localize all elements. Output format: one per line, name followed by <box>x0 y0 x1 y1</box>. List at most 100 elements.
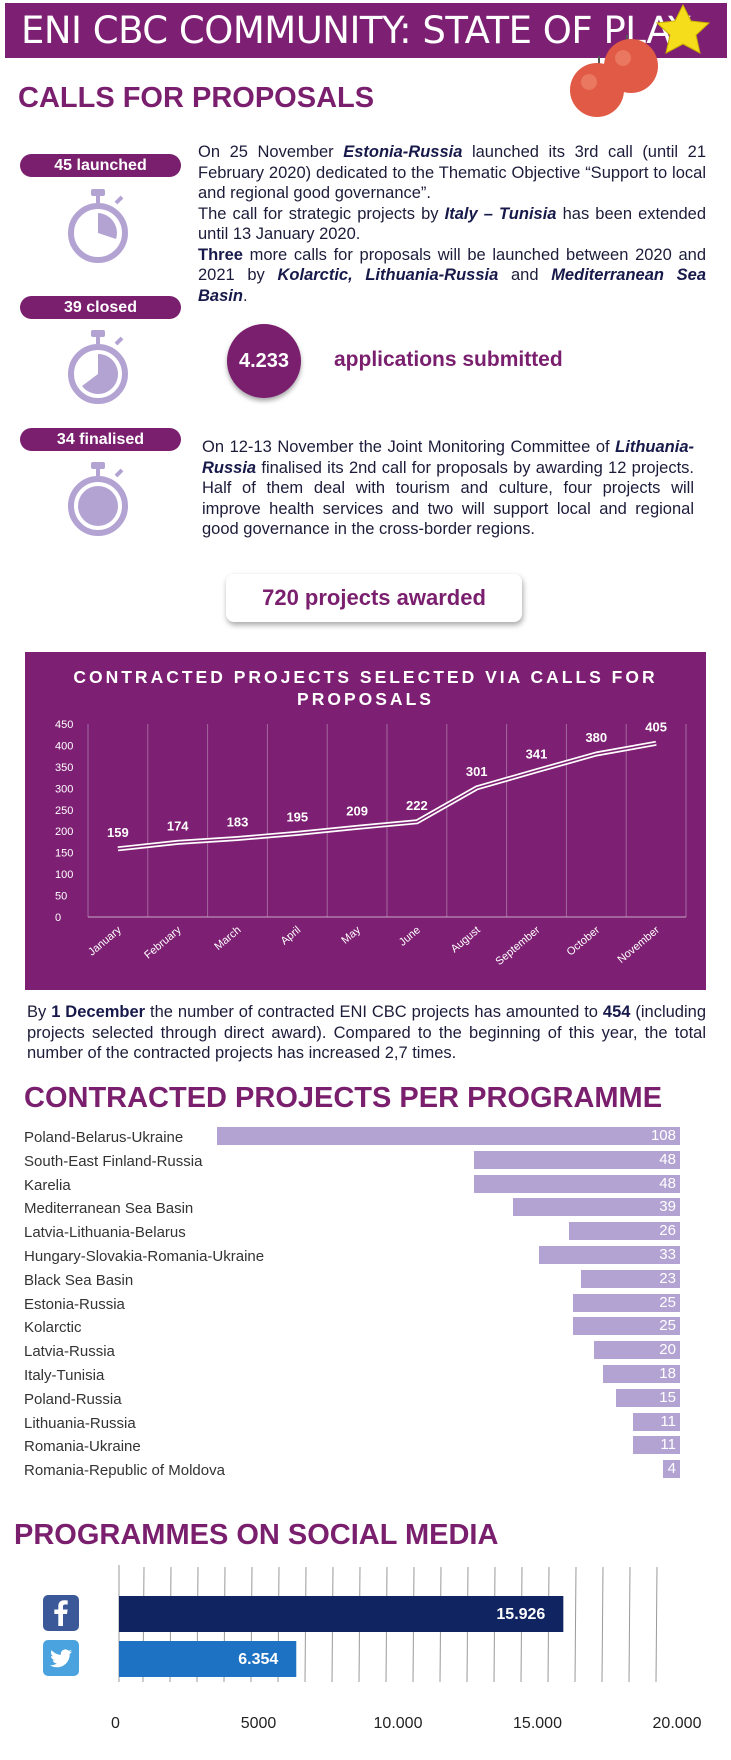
programme-name: Estonia-Russia <box>343 143 463 161</box>
programme-bar: 25 <box>572 1317 680 1336</box>
contracted-paragraph: By 1 December the number of contracted E… <box>27 1002 706 1064</box>
text-run: The call for strategic projects by <box>198 204 445 223</box>
x-tick-label: 20.000 <box>653 1715 702 1732</box>
programme-bar: 11 <box>632 1412 680 1431</box>
programme-label: Kolarctic <box>24 1319 82 1337</box>
text-run: (including projects selected through dir… <box>27 1003 706 1062</box>
star-icon <box>655 3 711 54</box>
emphasis-text: 454 <box>602 1003 631 1021</box>
gridline <box>601 1566 604 1683</box>
y-tick-label: 0 <box>55 912 61 924</box>
data-label: 159 <box>107 825 129 840</box>
applications-count: 4.233 <box>227 324 301 398</box>
projects-awarded-badge: 720 projects awarded <box>226 574 522 622</box>
x-tick-label: August <box>449 924 483 955</box>
jmc-paragraph: On 12-13 November the Joint Monitoring C… <box>202 437 694 540</box>
programme-label: Italy-Tunisia <box>24 1367 105 1384</box>
programme-name: Kolarctic, Lithuania-Russia <box>277 266 499 284</box>
x-tick-label: 10.000 <box>374 1715 423 1732</box>
emphasis-text: Three <box>198 245 243 264</box>
y-tick-label: 300 <box>55 783 73 795</box>
x-tick-label: October <box>565 924 603 959</box>
programme-bar: 48 <box>474 1174 680 1193</box>
bauble-icon <box>570 56 624 117</box>
data-label: 183 <box>227 815 249 830</box>
social-bar <box>119 1596 564 1632</box>
x-tick-label: May <box>339 924 363 947</box>
y-tick-label: 450 <box>55 719 73 731</box>
text-run: and <box>498 266 552 284</box>
launched-badge: 45 launched <box>20 154 181 177</box>
gridline <box>655 1566 658 1683</box>
x-tick-label: June <box>397 924 423 949</box>
text-run: On 25 November <box>198 143 344 161</box>
programme-label: Lithuania-Russia <box>24 1414 136 1432</box>
programme-bar: 23 <box>581 1269 680 1288</box>
per-programme-title: CONTRACTED PROJECTS PER PROGRAMME <box>24 1082 663 1114</box>
programme-label: South-East Finland-Russia <box>24 1152 203 1170</box>
y-tick-label: 350 <box>55 762 73 774</box>
data-label: 301 <box>466 764 488 779</box>
data-label: 209 <box>346 803 368 818</box>
programme-bar: 33 <box>538 1246 680 1264</box>
text-run: finalised its 2nd call for proposals by … <box>202 458 694 539</box>
data-label: 6.354 <box>238 1651 278 1668</box>
y-tick-label: 250 <box>55 805 73 817</box>
social-bar <box>119 1641 297 1677</box>
text-run: On 12-13 November the Joint Monitoring C… <box>202 438 616 456</box>
programme-bar: 11 <box>632 1436 680 1455</box>
programme-label: Romania-Ukraine <box>24 1438 141 1456</box>
social-section-title: PROGRAMMES ON SOCIAL MEDIA <box>14 1519 499 1551</box>
programme-bar: 108 <box>217 1127 680 1145</box>
y-tick-label: 150 <box>55 848 73 860</box>
programme-bar: 15 <box>615 1388 680 1407</box>
text-run: By <box>27 1003 52 1021</box>
programme-bar: 18 <box>602 1365 680 1383</box>
programme-label: Mediterranean Sea Basin <box>24 1200 194 1218</box>
data-label: 15.926 <box>496 1606 545 1623</box>
y-tick-label: 100 <box>55 869 73 881</box>
programme-name: Mediterranean Sea Basin <box>198 266 707 305</box>
x-tick-label: 0 <box>111 1715 120 1732</box>
x-tick-label: March <box>212 924 243 953</box>
y-tick-label: 400 <box>55 740 73 752</box>
programme-label: Poland-Russia <box>24 1390 122 1408</box>
data-label: 380 <box>585 730 607 745</box>
chart-title: CONTRACTED PROJECTS SELECTED VIA CALLS F… <box>73 667 658 709</box>
contracted-projects-chart: CONTRACTED PROJECTS SELECTED VIA CALLS F… <box>25 652 706 990</box>
programme-bar: 20 <box>594 1341 680 1360</box>
programme-label: Latvia-Lithuania-Belarus <box>24 1224 186 1242</box>
programme-bar: 25 <box>572 1293 680 1312</box>
x-tick-label: September <box>493 924 542 968</box>
x-tick-label: 5000 <box>241 1715 277 1732</box>
x-tick-label: April <box>279 924 304 947</box>
x-tick-label: 15.000 <box>513 1715 562 1732</box>
christmas-decoration <box>570 3 711 117</box>
x-tick-label: February <box>142 924 184 962</box>
programme-bar: 26 <box>568 1222 680 1241</box>
closed-badge: 39 closed <box>20 296 181 319</box>
y-tick-label: 50 <box>55 891 67 903</box>
facebook-icon <box>43 1595 79 1631</box>
programme-name: Lithuania-Russia <box>202 438 694 477</box>
programme-label: Latvia-Russia <box>24 1343 115 1361</box>
programme-label: Romania-Republic of Moldova <box>24 1462 225 1480</box>
stopwatch-icon <box>68 189 128 263</box>
gridline <box>628 1566 631 1683</box>
data-label: 222 <box>406 798 428 813</box>
x-tick-label: November <box>615 924 662 966</box>
stopwatch-icon <box>68 330 128 404</box>
stopwatch-icon <box>68 462 128 536</box>
programme-bar: 4 <box>662 1460 680 1479</box>
applications-label: applications submitted <box>334 348 563 371</box>
data-label: 174 <box>167 818 189 833</box>
programme-label: Estonia-Russia <box>24 1295 125 1313</box>
text-run: launched its 3rd call (until 21 February… <box>198 143 706 202</box>
programme-label: Karelia <box>24 1176 71 1194</box>
programme-label: Hungary-Slovakia-Romania-Ukraine <box>24 1248 265 1265</box>
programme-label: Black Sea Basin <box>24 1271 134 1289</box>
calls-section-title: CALLS FOR PROPOSALS <box>18 82 375 114</box>
text-run: the number of contracted ENI CBC project… <box>145 1003 603 1021</box>
text-run: . <box>242 286 248 305</box>
finalised-badge: 34 finalised <box>20 428 181 451</box>
